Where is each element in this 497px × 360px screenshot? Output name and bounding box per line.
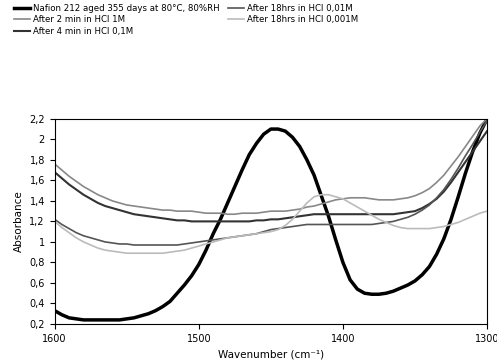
X-axis label: Wavenumber (cm⁻¹): Wavenumber (cm⁻¹): [218, 349, 324, 359]
Y-axis label: Absorbance: Absorbance: [14, 190, 24, 252]
Legend: Nafion 212 aged 355 days at 80°C, 80%RH, After 2 min in HCl 1M, After 4 min in H: Nafion 212 aged 355 days at 80°C, 80%RH,…: [14, 4, 359, 36]
